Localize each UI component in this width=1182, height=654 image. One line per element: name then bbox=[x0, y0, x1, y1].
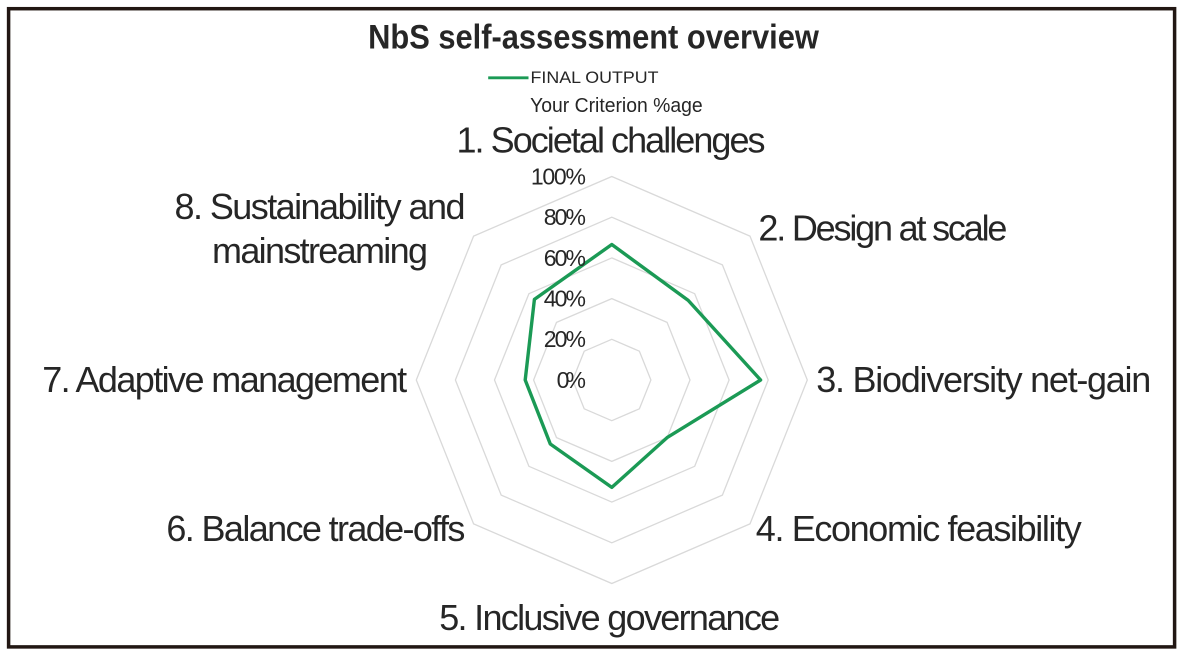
svg-text:NbS self-assessment overview: NbS self-assessment overview bbox=[368, 18, 819, 56]
svg-text:5. Inclusive governance: 5. Inclusive governance bbox=[439, 597, 780, 638]
svg-text:4. Economic feasibility: 4. Economic feasibility bbox=[756, 508, 1082, 549]
svg-text:100%: 100% bbox=[531, 163, 586, 189]
svg-text:6. Balance trade-offs: 6. Balance trade-offs bbox=[166, 508, 465, 549]
svg-text:80%: 80% bbox=[544, 204, 586, 230]
svg-text:3. Biodiversity net-gain: 3. Biodiversity net-gain bbox=[816, 359, 1151, 400]
svg-text:7. Adaptive management: 7. Adaptive management bbox=[42, 359, 407, 400]
svg-text:1. Societal challenges: 1. Societal challenges bbox=[457, 120, 766, 161]
svg-text:Your Criterion %age: Your Criterion %age bbox=[530, 95, 703, 117]
svg-text:60%: 60% bbox=[544, 245, 586, 271]
svg-text:0%: 0% bbox=[557, 367, 586, 393]
svg-text:40%: 40% bbox=[544, 286, 586, 312]
svg-text:mainstreaming: mainstreaming bbox=[212, 230, 428, 271]
svg-text:8. Sustainability and: 8. Sustainability and bbox=[175, 186, 466, 227]
svg-text:20%: 20% bbox=[544, 326, 586, 352]
svg-text:2. Design at scale: 2. Design at scale bbox=[758, 207, 1007, 248]
svg-text:FINAL OUTPUT: FINAL OUTPUT bbox=[531, 69, 659, 87]
